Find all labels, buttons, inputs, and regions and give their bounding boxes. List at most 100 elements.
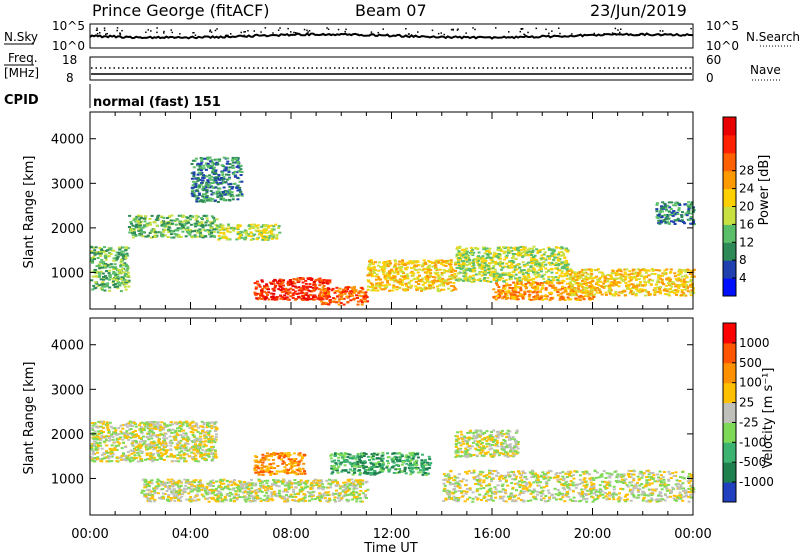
heatmap-cell: [216, 194, 220, 197]
heatmap-cell: [505, 284, 509, 287]
heatmap-cell: [225, 162, 229, 165]
heatmap-cell: [566, 266, 569, 269]
heatmap-cell: [563, 256, 567, 259]
heatmap-cell: [119, 269, 123, 272]
heatmap-cell: [96, 448, 100, 451]
heatmap-cell: [261, 456, 265, 459]
heatmap-cell: [534, 285, 537, 288]
heatmap-cell: [132, 236, 135, 239]
heatmap-cell: [131, 436, 135, 439]
heatmap-cell: [233, 182, 237, 185]
heatmap-cell: [281, 284, 285, 287]
heatmap-cell: [216, 196, 220, 198]
heatmap-cell: [104, 266, 107, 269]
heatmap-cell: [542, 277, 546, 280]
heatmap-cell: [514, 277, 518, 280]
heatmap-cell: [658, 289, 662, 292]
heatmap-cell: [668, 213, 672, 216]
heatmap-cell: [168, 455, 172, 458]
heatmap-cell: [153, 425, 157, 428]
heatmap-cell: [589, 294, 593, 297]
heatmap-cell: [100, 420, 104, 423]
heatmap-cell: [297, 463, 301, 465]
heatmap-cell: [440, 259, 444, 262]
heatmap-cell: [90, 251, 94, 254]
heatmap-cell: [689, 269, 693, 272]
heatmap-cell: [291, 294, 295, 297]
heatmap-cell: [549, 255, 553, 257]
heatmap-cell: [304, 279, 308, 282]
heatmap-cell: [609, 282, 613, 285]
heatmap-cell: [260, 468, 264, 471]
heatmap-cell: [261, 471, 265, 474]
heatmap-cell: [446, 283, 450, 286]
heatmap-cell: [204, 440, 208, 443]
nsearch-point: [230, 33, 232, 35]
heatmap-cell: [635, 283, 639, 286]
heatmap-cell: [593, 276, 597, 279]
heatmap-cell: [576, 275, 580, 278]
heatmap-cell: [145, 452, 149, 455]
heatmap-cell: [196, 450, 199, 453]
heatmap-cell: [492, 279, 496, 281]
heatmap-cell: [108, 263, 112, 266]
heatmap-cell: [211, 198, 215, 201]
heatmap-cell: [163, 452, 167, 455]
heatmap-cell: [116, 273, 120, 276]
heatmap-cell: [366, 300, 370, 303]
heatmap-cell: [674, 278, 678, 281]
heatmap-cell: [148, 446, 152, 449]
nsearch-point: [619, 31, 621, 34]
heatmap-cell: [184, 442, 188, 445]
heatmap-cell: [254, 294, 258, 297]
heatmap-cell: [660, 214, 664, 217]
power-colorbar-label: Power [dB]: [757, 155, 772, 226]
heatmap-cell: [519, 270, 523, 273]
heatmap-cell: [111, 249, 115, 252]
heatmap-cell: [545, 281, 548, 284]
heatmap-cell: [301, 467, 305, 470]
heatmap-cell: [634, 271, 638, 274]
heatmap-cell: [678, 269, 682, 272]
heatmap-cell: [142, 226, 146, 229]
heatmap-cell: [461, 254, 465, 256]
heatmap-cell: [657, 276, 661, 279]
heatmap-cell: [356, 297, 359, 299]
heatmap-cell: [364, 293, 368, 296]
heatmap-cell: [483, 248, 487, 251]
heatmap-cell: [157, 231, 161, 234]
heatmap-cell: [214, 420, 218, 423]
heatmap-cell: [181, 438, 185, 441]
heatmap-cell: [191, 194, 195, 197]
heatmap-cell: [126, 433, 130, 436]
heatmap-cell: [524, 249, 528, 252]
heatmap-cell: [208, 160, 212, 163]
heatmap-cell: [193, 230, 197, 233]
heatmap-cell: [96, 257, 100, 259]
heatmap-cell: [322, 278, 326, 281]
heatmap-cell: [522, 284, 526, 287]
heatmap-cell: [172, 236, 176, 239]
heatmap-cell: [263, 236, 266, 238]
heatmap-cell: [445, 262, 449, 265]
heatmap-cell: [271, 298, 274, 301]
heatmap-cell: [115, 449, 119, 451]
heatmap-cell: [628, 287, 632, 290]
heatmap-cell: [656, 279, 660, 282]
heatmap-cell: [277, 279, 281, 282]
nsky-trace: [89, 27, 694, 40]
heatmap-cell: [122, 431, 126, 434]
heatmap-cell: [451, 288, 455, 291]
heatmap-cell: [90, 459, 94, 462]
heatmap-cell: [676, 278, 680, 281]
heatmap-cell: [567, 270, 571, 272]
nsearch-point: [452, 29, 454, 31]
heatmap-cell: [302, 288, 306, 291]
heatmap-cell: [516, 298, 520, 301]
heatmap-cell: [214, 450, 217, 453]
heatmap-cell: [204, 184, 208, 187]
heatmap-cell: [113, 448, 117, 451]
heatmap-cell: [689, 203, 693, 206]
heatmap-cell: [139, 426, 143, 428]
heatmap-cell: [573, 276, 577, 278]
